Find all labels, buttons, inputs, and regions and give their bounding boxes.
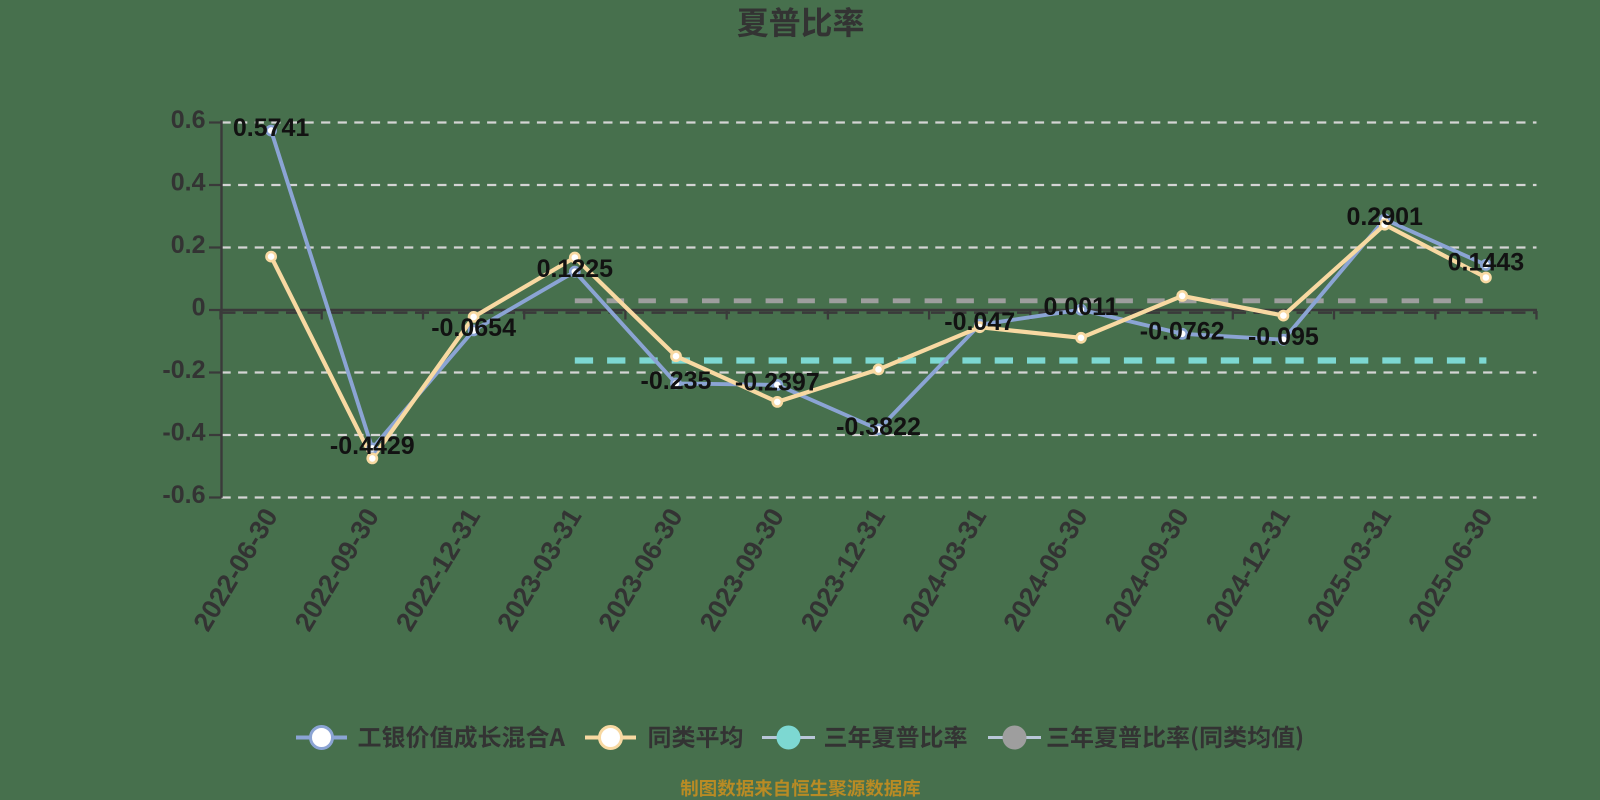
svg-text:0.2: 0.2 xyxy=(171,231,206,259)
svg-text:0.5741: 0.5741 xyxy=(233,114,310,142)
svg-text:0.6: 0.6 xyxy=(171,106,206,134)
svg-text:-0.0762: -0.0762 xyxy=(1140,317,1225,345)
svg-text:0.4: 0.4 xyxy=(171,169,206,197)
svg-text:-0.0654: -0.0654 xyxy=(431,314,516,342)
svg-text:-0.3822: -0.3822 xyxy=(836,413,921,441)
svg-text:-0.6: -0.6 xyxy=(162,481,205,509)
svg-text:-0.235: -0.235 xyxy=(641,367,712,395)
svg-text:0.2901: 0.2901 xyxy=(1346,203,1423,231)
svg-text:0.1443: 0.1443 xyxy=(1448,248,1524,276)
svg-text:0: 0 xyxy=(192,294,206,322)
svg-text:-0.2: -0.2 xyxy=(162,356,205,384)
svg-text:0.1225: 0.1225 xyxy=(537,255,614,283)
svg-text:-0.4429: -0.4429 xyxy=(330,432,415,460)
svg-text:-0.047: -0.047 xyxy=(944,308,1015,336)
svg-text:-0.2397: -0.2397 xyxy=(735,368,820,396)
svg-text:0.0011: 0.0011 xyxy=(1043,293,1118,321)
svg-text:-0.4: -0.4 xyxy=(162,419,205,447)
svg-text:-0.095: -0.095 xyxy=(1248,323,1319,351)
